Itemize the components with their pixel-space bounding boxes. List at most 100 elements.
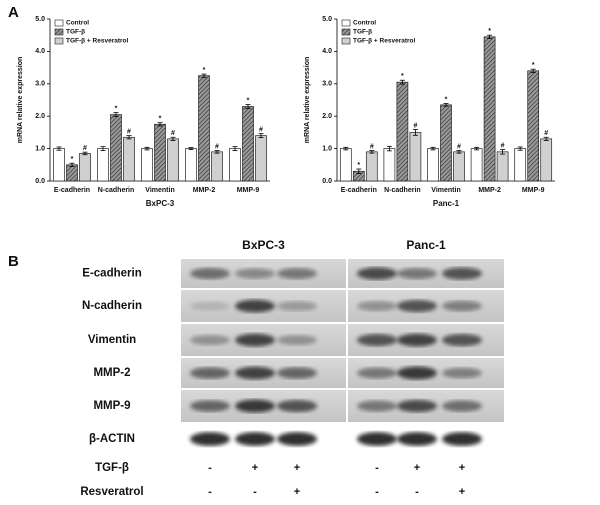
error-bar [69,162,75,167]
y-tick-label: 2.0 [322,113,332,120]
significance-marker: * [203,67,206,74]
blot-band [277,268,317,279]
x-axis-label: BxPC-3 [146,199,175,208]
treatment-sign: - [208,462,212,474]
blot-band [397,366,437,380]
blot-band [235,432,275,446]
blot-band [357,367,397,379]
treatment-sign: + [294,462,300,474]
significance-marker: # [413,122,417,129]
blot-band [357,300,397,312]
significance-marker: # [259,127,263,134]
blot-band [277,334,317,346]
error-bar [201,73,207,78]
bar [141,148,153,182]
y-tick-label: 5.0 [322,16,332,23]
blot-band [235,268,275,279]
x-tick-label: E-cadherin [54,187,90,194]
error-bar [369,150,375,154]
blot-band [397,299,437,313]
treatment-sign: - [375,486,379,498]
error-bar [399,79,405,85]
blot-band [442,267,482,280]
legend-swatch [54,19,64,27]
bar [110,114,122,182]
significance-marker: # [127,128,131,135]
treatment-label: Resveratrol [80,486,143,498]
error-bar [258,133,264,138]
blot-band [442,333,482,347]
bar [97,148,109,182]
bar [383,148,396,182]
blot-band [442,432,482,446]
panel-label: B [8,253,19,270]
error-bar [82,151,88,156]
error-bar [474,146,480,151]
blot-row-label: E-cadherin [82,268,141,280]
bar [514,148,527,182]
bar [154,123,166,182]
error-bar [487,34,493,39]
bar [540,138,553,182]
error-bar [214,150,220,154]
treatment-sign: - [375,462,379,474]
y-tick-label: 0.0 [322,178,332,185]
bar [483,36,496,182]
bar [211,151,223,182]
significance-marker: * [401,73,404,80]
blot-band [235,333,275,347]
x-tick-label: MMP-2 [193,187,216,194]
blot-column-label: Panc-1 [406,238,446,252]
error-bar [343,146,349,151]
blot-column-label: BxPC-3 [242,238,285,252]
significance-marker: * [115,105,118,112]
blot-band [357,400,397,412]
significance-marker: * [159,116,162,123]
blot-row-label: N-cadherin [82,300,142,312]
x-tick-label: Vimentin [145,187,174,194]
bar [496,151,509,182]
error-bar [430,146,436,151]
bar [53,148,65,182]
bar [427,148,439,182]
blot-band [357,432,397,446]
blot-band [235,366,275,380]
blot-row-label: Vimentin [88,334,136,346]
x-tick-label: E-cadherin [341,187,377,194]
legend-label: Control [353,20,376,27]
blot-band [235,299,275,313]
y-tick-label: 3.0 [322,81,332,88]
significance-marker: * [488,28,491,35]
error-bar [126,135,132,140]
panel-label: A [8,4,19,21]
y-axis-label: mRNA relative expression [17,57,24,144]
legend-swatch [341,19,351,27]
treatment-sign: + [414,462,420,474]
legend-label: Control [66,20,89,27]
treatment-sign: - [415,486,419,498]
x-tick-label: MMP-9 [237,187,260,194]
y-tick-label: 5.0 [35,16,45,23]
blot-band [442,300,482,312]
error-bar [500,149,506,155]
blot-band [277,301,317,311]
bar [527,70,540,182]
legend-swatch [54,37,64,45]
bar [66,164,78,182]
significance-marker: * [357,162,360,169]
significance-marker: * [247,97,250,104]
legend-swatch [54,28,64,36]
bar [198,75,210,182]
error-bar [170,136,176,141]
legend-swatch [341,28,351,36]
bar [255,135,267,182]
bar [339,148,352,182]
x-tick-label: MMP-9 [522,187,545,194]
y-tick-label: 3.0 [35,81,45,88]
blot-row-label: MMP-2 [93,367,130,379]
y-tick-label: 4.0 [322,48,332,55]
x-tick-label: N-cadherin [98,187,135,194]
error-bar [144,146,150,151]
bar [440,104,452,182]
bar [229,148,241,182]
